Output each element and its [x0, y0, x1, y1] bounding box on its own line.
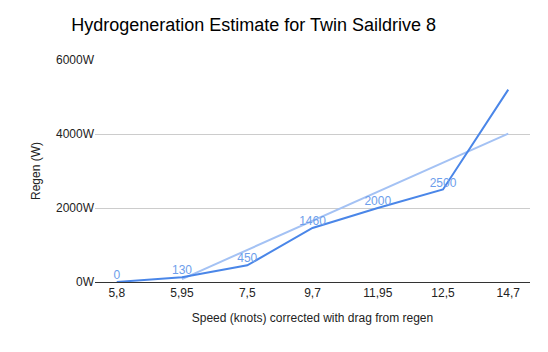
- svg-text:130: 130: [172, 263, 192, 277]
- svg-text:0W: 0W: [76, 275, 95, 289]
- svg-text:9,7: 9,7: [304, 286, 321, 300]
- svg-text:5,8: 5,8: [108, 286, 125, 300]
- svg-text:6000W: 6000W: [56, 53, 95, 67]
- svg-text:7,5: 7,5: [239, 286, 256, 300]
- svg-text:Speed (knots) corrected with d: Speed (knots) corrected with drag from r…: [192, 311, 433, 325]
- svg-text:5,95: 5,95: [170, 286, 194, 300]
- svg-text:2000: 2000: [364, 194, 391, 208]
- svg-text:450: 450: [237, 251, 257, 265]
- svg-text:Regen (W): Regen (W): [29, 142, 43, 200]
- svg-text:11,95: 11,95: [363, 286, 392, 300]
- svg-text:0: 0: [113, 268, 120, 282]
- svg-text:2000W: 2000W: [56, 201, 95, 215]
- svg-text:1460: 1460: [299, 214, 326, 228]
- svg-text:12,5: 12,5: [431, 286, 455, 300]
- svg-text:14,7: 14,7: [497, 286, 521, 300]
- svg-text:Hydrogeneration Estimate for T: Hydrogeneration Estimate for Twin Saildr…: [71, 15, 436, 35]
- svg-text:2500: 2500: [430, 176, 457, 190]
- svg-text:4000W: 4000W: [56, 127, 95, 141]
